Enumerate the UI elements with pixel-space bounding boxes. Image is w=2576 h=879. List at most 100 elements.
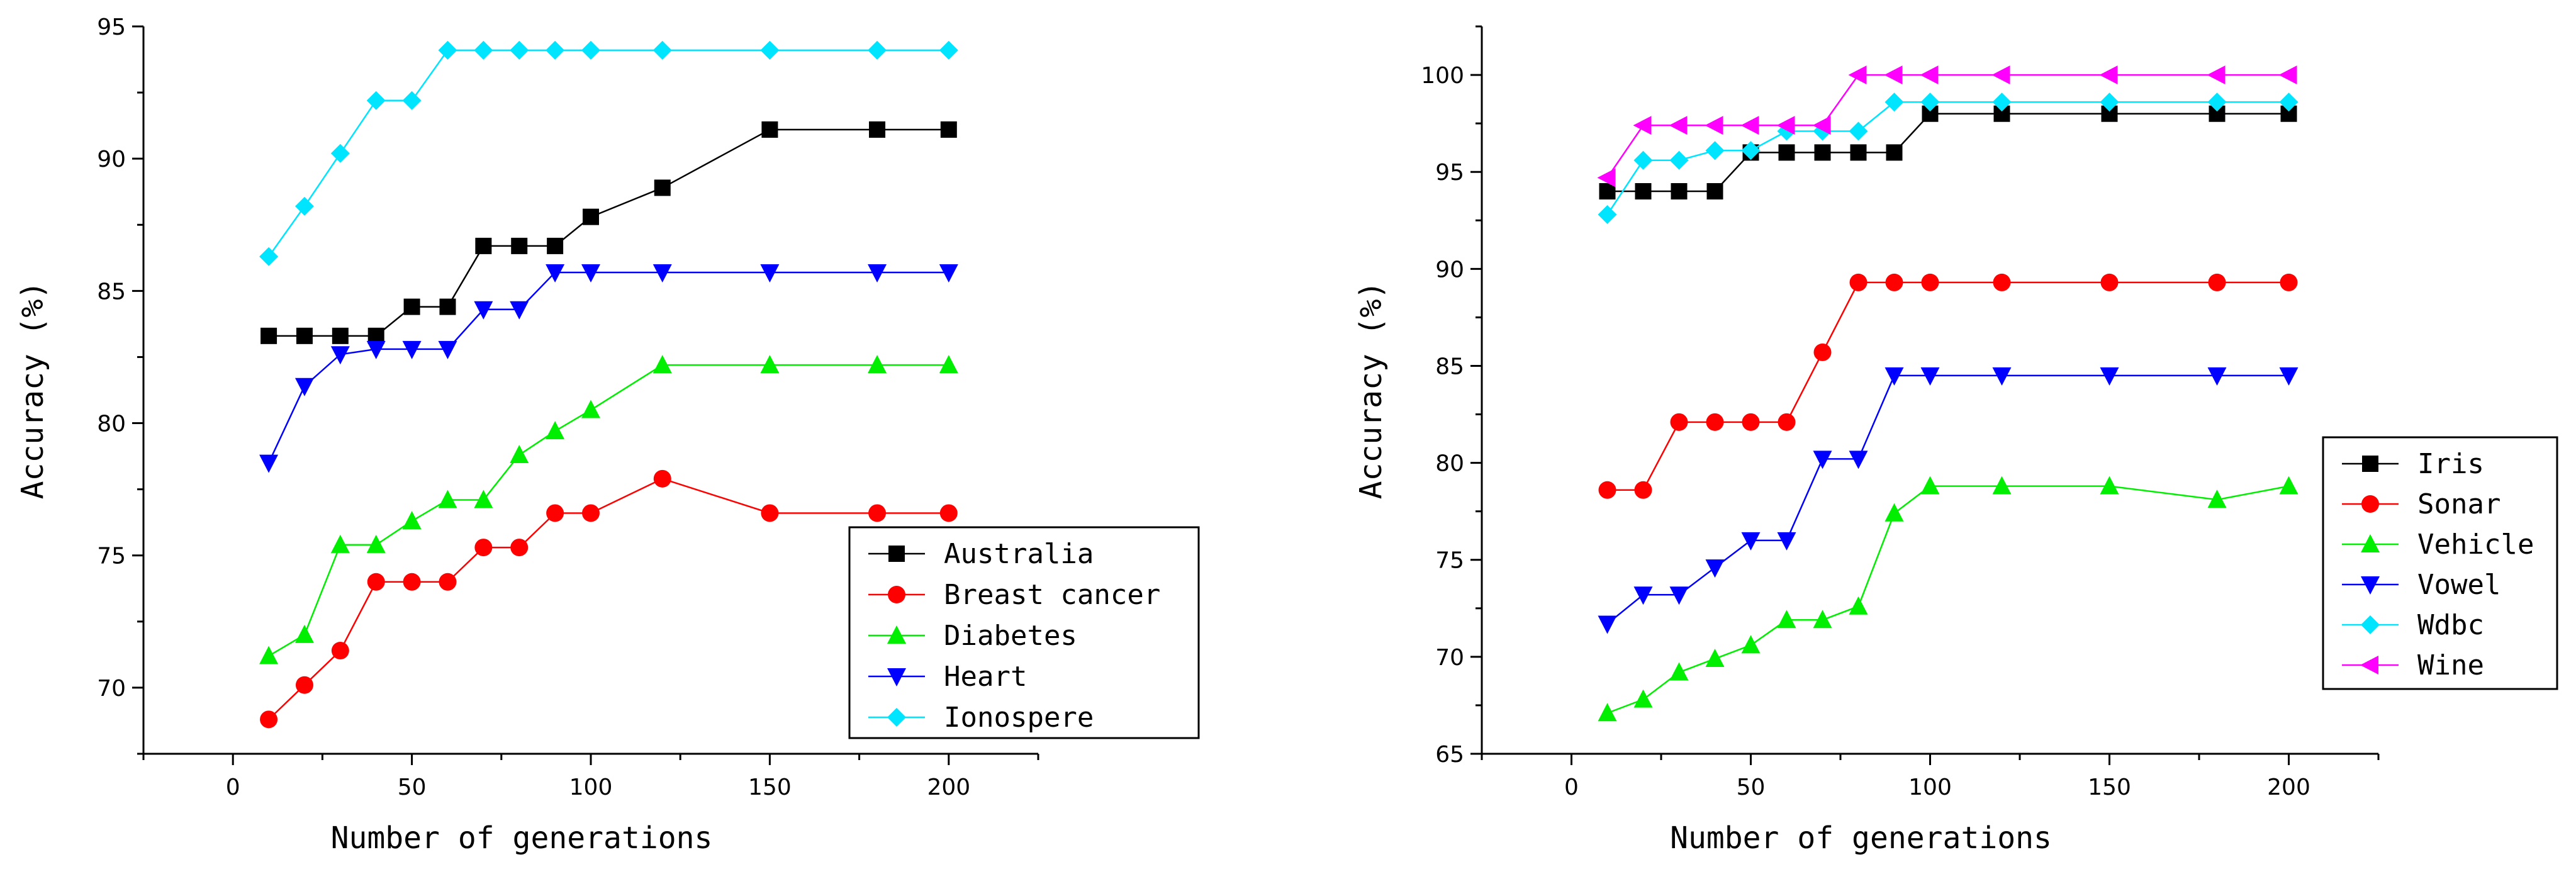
legend-label: Wine [2417,649,2484,681]
data-point [510,444,529,463]
data-point [1812,116,1831,135]
data-point [1921,273,1939,291]
data-point [259,454,279,473]
series-line [269,128,949,337]
x-tick-label: 200 [2267,775,2310,800]
data-point [1599,183,1616,200]
data-point [330,143,350,163]
data-point [1633,689,1653,708]
data-point [296,327,313,344]
x-tick-label: 0 [1564,775,1579,800]
data-point [402,340,422,359]
data-point [1598,481,1616,499]
x-axis-title: Number of generations [331,820,713,856]
x-tick-label: 100 [569,775,613,800]
data-point [939,504,958,522]
x-tick-label: 0 [226,775,240,800]
data-point [2279,476,2299,495]
data-point [474,301,493,320]
data-point [547,237,564,254]
data-point [294,624,314,643]
left-chart: 0 50 100 150 200 70 75 80 85 90 95 Number of genera… [15,14,1200,856]
data-point [868,264,887,283]
data-point [260,710,278,729]
series-breast-cancer [260,469,958,729]
data-point [868,504,887,522]
data-point [546,40,565,60]
data-point [1633,116,1652,135]
data-point [760,40,780,60]
data-point [2099,65,2118,85]
series-diabetes [259,355,958,664]
y-tick-label: 95 [97,14,126,40]
series-wdbc [1598,92,2299,225]
series-iris [1599,105,2297,200]
data-point [1598,703,1617,722]
data-point [260,327,277,344]
y-tick-label: 65 [1435,742,1464,768]
data-point [1705,648,1725,667]
data-point [940,121,957,138]
data-point [2278,65,2297,85]
legend-label: Vehicle [2417,529,2534,561]
series-ionospere [259,40,958,266]
legend-label: Diabetes [944,620,1077,652]
data-point [331,642,349,660]
data-point [1813,610,1832,629]
data-point [546,421,565,440]
data-point [1705,559,1725,578]
data-point [1849,121,1868,141]
series-line [267,271,949,464]
data-point [402,91,422,110]
data-point [939,40,958,60]
data-point [2100,476,2119,495]
data-point [1635,183,1652,200]
data-point [2207,367,2227,386]
data-point [474,539,493,557]
y-tick-label: 80 [1435,451,1464,477]
x-tick-label: 100 [1908,775,1952,800]
data-point [2100,367,2119,386]
y-tick-label: 70 [1435,645,1464,671]
data-point [1706,413,1724,431]
data-point [1742,413,1760,431]
series-sonar [1598,273,2298,499]
y-tick-label: 85 [97,279,126,305]
series-line [1606,374,2289,625]
data-point [1597,168,1616,188]
data-point [582,504,600,522]
data-point [1920,92,1940,112]
data-point [366,91,386,110]
data-point [653,469,671,488]
data-point [760,264,780,283]
data-point [330,534,350,553]
legend-label: Ionospere [944,702,1094,734]
data-point [2279,92,2299,112]
legend-marker [2361,534,2380,552]
y-tick-label: 100 [1421,63,1464,89]
data-point [652,355,672,374]
legend-marker [887,708,906,727]
data-point [1706,183,1723,200]
series-line [268,49,949,257]
y-tick-label: 70 [97,676,126,702]
data-point [939,264,958,283]
legend-marker [887,668,906,686]
data-point [583,208,599,225]
series-wine [1597,65,2297,188]
data-point [1705,116,1723,135]
legend-marker [2362,456,2378,472]
data-point [1992,367,2012,386]
data-point [510,539,529,557]
data-point [1992,92,2012,112]
data-point [1848,65,1867,85]
data-point [1671,183,1688,200]
data-point [2207,65,2226,85]
data-point [1776,116,1795,135]
right-chart: 0 50 100 150 200 65 70 75 80 85 90 95 100 Number of g… [1353,25,2558,856]
data-point [1633,150,1653,170]
x-tick-label: 50 [1737,775,1766,800]
data-point [760,355,780,374]
legend-label: Breast cancer [944,579,1160,611]
